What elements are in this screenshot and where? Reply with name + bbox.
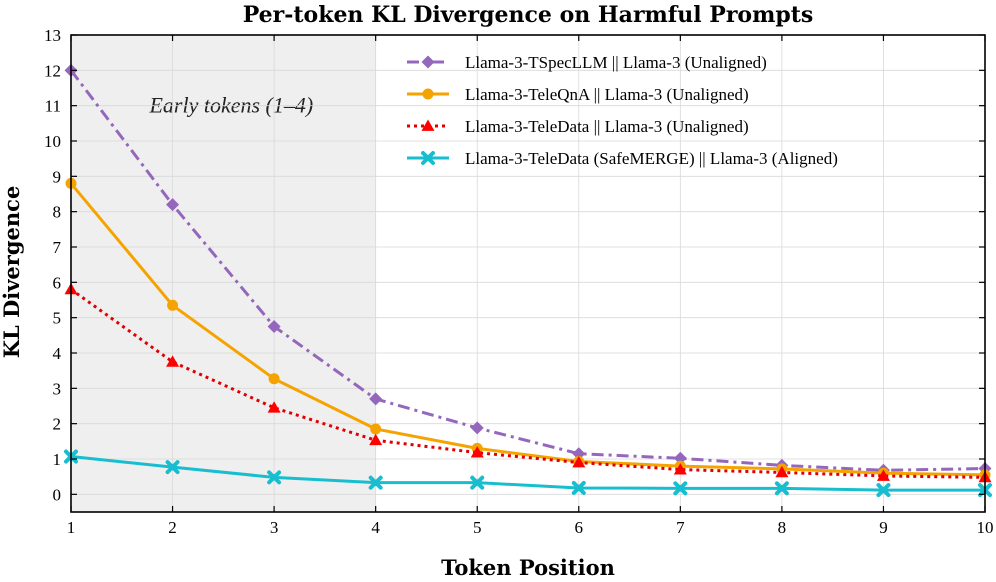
circle-marker <box>422 88 434 100</box>
y-tick-label: 1 <box>53 450 62 469</box>
x-tick-label: 2 <box>168 518 177 537</box>
y-tick-label: 12 <box>44 61 61 80</box>
series-4 <box>64 449 992 498</box>
x-tick-label: 4 <box>371 518 380 537</box>
x-tick-label: 3 <box>270 518 279 537</box>
x-tick-label: 1 <box>67 518 76 537</box>
x-axis-label: Token Position <box>441 555 615 580</box>
y-tick-label: 13 <box>44 26 61 45</box>
diamond-marker <box>267 320 281 333</box>
y-tick-label: 5 <box>53 309 62 328</box>
y-tick-label: 0 <box>53 485 62 504</box>
y-tick-label: 6 <box>53 273 62 292</box>
triangle-marker <box>470 446 484 458</box>
series-layer <box>64 63 992 498</box>
legend-label: Llama-3-TeleData (SafeMERGE) || Llama-3 … <box>465 149 838 168</box>
plot-frame <box>70 34 986 513</box>
legend-label: Llama-3-TeleQnA || Llama-3 (Unaligned) <box>465 85 749 104</box>
diamond-marker <box>572 447 586 461</box>
x-marker <box>368 475 383 490</box>
triangle-marker <box>369 433 383 446</box>
x-marker <box>267 470 282 485</box>
circle-marker <box>268 373 280 385</box>
legend-label: Llama-3-TSpecLLM || Llama-3 (Unaligned) <box>465 53 767 72</box>
diamond-marker <box>369 392 383 406</box>
y-tick-label: 10 <box>44 132 61 151</box>
series-line <box>69 182 986 477</box>
x-marker <box>876 483 891 498</box>
x-marker <box>165 460 180 475</box>
plot-area: Early tokens (1–4) <box>71 35 985 512</box>
x-tick-label: 10 <box>977 518 994 537</box>
triangle-marker <box>166 355 180 367</box>
series-line <box>70 455 985 492</box>
early-tokens-shade <box>71 35 376 512</box>
legend-label: Llama-3-TeleData || Llama-3 (Unaligned) <box>465 117 749 136</box>
x-marker-core <box>372 479 379 486</box>
x-marker-core <box>778 485 786 492</box>
series-line <box>69 69 986 472</box>
triangle-marker <box>572 456 586 468</box>
y-tick-label: 11 <box>45 97 61 116</box>
x-tick-label: 6 <box>575 518 584 537</box>
x-tick-label: 7 <box>676 518 685 537</box>
triangle-marker <box>673 463 687 475</box>
circle-marker <box>370 423 382 435</box>
x-marker-core <box>169 463 176 471</box>
triangle-marker <box>876 469 890 481</box>
x-marker-core <box>424 154 432 162</box>
legend-entry-4: Llama-3-TeleData (SafeMERGE) || Llama-3 … <box>407 149 838 168</box>
x-marker-core <box>474 479 481 486</box>
y-tick-label: 4 <box>53 344 62 363</box>
x-tick-label: 5 <box>473 518 482 537</box>
x-marker <box>774 481 789 496</box>
circle-marker <box>167 299 179 311</box>
x-marker-core <box>677 485 684 492</box>
triangle-marker <box>421 119 435 131</box>
chart-title: Per-token KL Divergence on Harmful Promp… <box>243 2 814 28</box>
legend-entry-1: Llama-3-TSpecLLM || Llama-3 (Unaligned) <box>407 53 767 72</box>
diamond-marker <box>166 198 180 212</box>
legend-entry-2: Llama-3-TeleQnA || Llama-3 (Unaligned) <box>407 85 749 104</box>
triangle-marker <box>775 465 789 478</box>
diamond-marker <box>421 55 435 69</box>
y-tick-label: 8 <box>53 203 62 222</box>
x-marker-core <box>270 474 278 481</box>
y-tick-label: 9 <box>53 167 62 186</box>
x-marker <box>421 151 435 165</box>
x-marker <box>470 475 485 490</box>
y-tick-label: 3 <box>53 379 62 398</box>
y-tick-label: 2 <box>53 415 62 434</box>
x-tick-label: 8 <box>778 518 787 537</box>
x-marker <box>673 481 688 496</box>
y-axis-label: KL Divergence <box>0 186 24 359</box>
diamond-marker <box>470 421 484 435</box>
legend-entry-3: Llama-3-TeleData || Llama-3 (Unaligned) <box>407 117 749 136</box>
x-marker-core <box>880 486 887 494</box>
legend: Llama-3-TSpecLLM || Llama-3 (Unaligned) L… <box>407 53 838 168</box>
x-tick-label: 9 <box>879 518 888 537</box>
y-tick-label: 7 <box>53 238 62 257</box>
triangle-marker <box>267 401 281 413</box>
x-marker-core <box>575 484 582 492</box>
diamond-marker <box>673 451 687 465</box>
early-tokens-annotation: Early tokens (1–4) <box>148 93 313 118</box>
x-marker <box>571 480 586 495</box>
